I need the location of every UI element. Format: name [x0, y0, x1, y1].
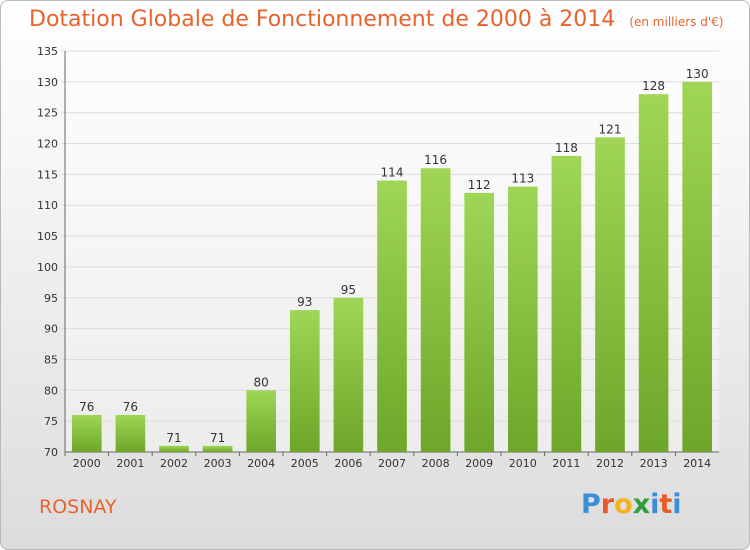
- x-tick-label: 2003: [204, 457, 232, 470]
- bar-value-label: 71: [210, 431, 225, 445]
- logo-letter: i: [650, 489, 660, 520]
- logo-letter: t: [659, 489, 673, 520]
- bar-value-label: 80: [254, 375, 269, 389]
- logo-letter: P: [581, 489, 601, 520]
- bar: [638, 94, 669, 452]
- bar: [464, 192, 495, 452]
- bar-value-label: 128: [642, 79, 665, 93]
- x-tick-label: 2000: [73, 457, 101, 470]
- x-tick-label: 2010: [509, 457, 537, 470]
- bar: [507, 186, 538, 452]
- x-tick-label: 2007: [378, 457, 406, 470]
- commune-name: ROSNAY: [39, 496, 117, 518]
- x-tick-label: 2012: [596, 457, 624, 470]
- bar-value-label: 118: [555, 141, 578, 155]
- y-tick-label: 130: [37, 76, 58, 89]
- y-tick-label: 90: [44, 323, 58, 336]
- chart-title: Dotation Globale de Fonctionnement de 20…: [29, 7, 723, 32]
- bar: [595, 137, 625, 452]
- logo-letter: o: [614, 489, 633, 520]
- y-tick-label: 100: [37, 261, 58, 274]
- bar: [333, 297, 364, 452]
- x-tick-label: 2009: [465, 457, 493, 470]
- bar: [420, 168, 451, 452]
- bar-value-label: 95: [341, 283, 356, 297]
- y-tick-label: 80: [44, 384, 58, 397]
- logo-letter: x: [632, 489, 651, 520]
- bar-value-label: 121: [599, 122, 622, 136]
- bar: [202, 445, 233, 452]
- x-tick-label: 2011: [552, 457, 580, 470]
- bar: [115, 414, 146, 452]
- x-tick-label: 2005: [291, 457, 319, 470]
- logo-letter: r: [600, 489, 615, 520]
- bar: [159, 445, 189, 452]
- y-tick-label: 120: [37, 138, 58, 151]
- bar: [377, 180, 407, 453]
- bar-value-label: 113: [511, 172, 534, 186]
- bar: [246, 390, 277, 452]
- y-tick-label: 70: [44, 446, 58, 459]
- proxiti-logo: Proxiti: [581, 489, 682, 520]
- y-tick-label: 85: [44, 353, 58, 366]
- x-tick-label: 2006: [334, 457, 362, 470]
- x-tick-label: 2002: [160, 457, 188, 470]
- logo-letter: i: [672, 489, 682, 520]
- bar-value-label: 130: [686, 67, 709, 81]
- y-tick-label: 115: [37, 168, 58, 181]
- bar-value-label: 93: [297, 295, 312, 309]
- y-tick-label: 125: [37, 107, 58, 120]
- chart-subtitle: (en milliers d'€): [629, 15, 724, 29]
- y-tick-label: 95: [44, 292, 58, 305]
- x-tick-label: 2004: [247, 457, 275, 470]
- x-tick-label: 2013: [640, 457, 668, 470]
- bar-value-label: 112: [468, 178, 491, 192]
- y-tick-label: 105: [37, 230, 58, 243]
- bar-value-label: 76: [79, 400, 94, 414]
- chart-title-text: Dotation Globale de Fonctionnement de 20…: [29, 7, 616, 32]
- y-tick-label: 110: [37, 199, 58, 212]
- x-tick-label: 2008: [422, 457, 450, 470]
- bar: [551, 155, 582, 452]
- bar: [682, 81, 713, 452]
- x-tick-label: 2001: [116, 457, 144, 470]
- bar-value-label: 116: [424, 153, 447, 167]
- x-tick-label: 2014: [683, 457, 711, 470]
- bar-value-label: 71: [166, 431, 181, 445]
- bar: [289, 310, 320, 452]
- bar-value-label: 76: [123, 400, 138, 414]
- bar-value-label: 114: [381, 166, 404, 180]
- y-tick-label: 135: [37, 45, 58, 58]
- y-tick-label: 75: [44, 415, 58, 428]
- bar: [71, 414, 102, 452]
